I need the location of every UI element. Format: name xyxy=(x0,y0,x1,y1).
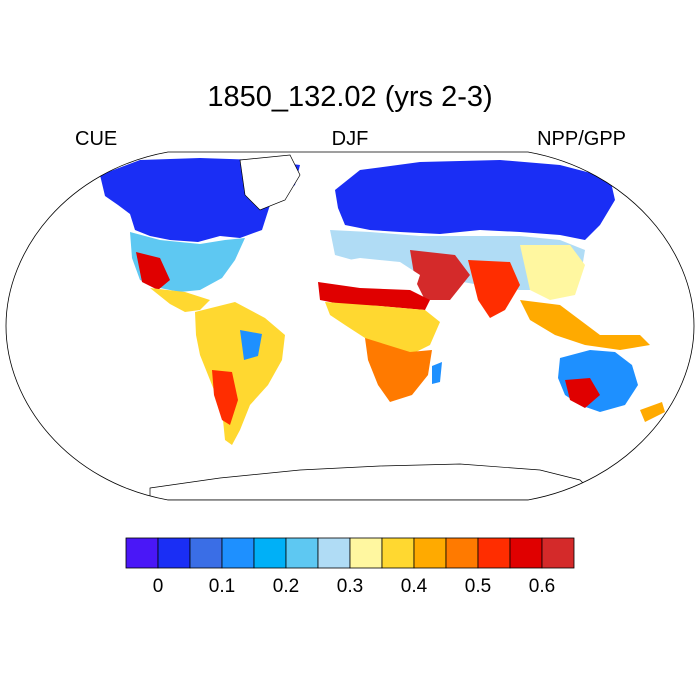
colorbar-box xyxy=(253,537,287,569)
south-asia-region xyxy=(468,260,520,318)
australia-dry-region xyxy=(565,378,600,408)
central-africa-region xyxy=(325,302,440,355)
southern-africa-region xyxy=(365,338,432,402)
sahel-region xyxy=(318,282,430,310)
colorbar-box xyxy=(317,537,351,569)
colorbar-tick-label: 0.2 xyxy=(273,576,299,597)
middle-east-region xyxy=(410,250,470,300)
north-africa-region xyxy=(320,258,420,290)
colorbar-box xyxy=(445,537,479,569)
colorbar-tick-label: 0.1 xyxy=(209,576,235,597)
colorbar-tick-label: 0 xyxy=(153,576,164,597)
antarctica-outline xyxy=(149,463,601,500)
greenland-outline xyxy=(239,154,301,211)
colorbar-box xyxy=(413,537,447,569)
colorbar-tick-label: 0.4 xyxy=(401,576,428,597)
colorbar-box xyxy=(157,537,191,569)
east-asia-region xyxy=(520,245,585,300)
colorbar: 0 0.1 0.2 0.3 0.4 0.5 0.6 xyxy=(125,537,575,597)
colorbar-tick-label: 0.3 xyxy=(337,576,363,597)
land-regions xyxy=(100,154,665,500)
colorbar-box xyxy=(381,537,415,569)
colorbar-box xyxy=(285,537,319,569)
globe-outline xyxy=(5,151,695,501)
south-america-region xyxy=(195,302,285,445)
south-america-humid-region xyxy=(240,330,262,360)
eurasia-boreal-region xyxy=(335,160,615,240)
madagascar-region xyxy=(432,362,442,384)
colorbar-box xyxy=(189,537,223,569)
colorbar-box xyxy=(477,537,511,569)
colorbar-tick-label: 0.6 xyxy=(529,576,555,597)
variable-label: CUE xyxy=(75,128,118,150)
new-zealand-region xyxy=(640,402,665,422)
season-label: DJF xyxy=(331,128,369,150)
north-america-dry-region xyxy=(136,252,170,290)
colorbar-box xyxy=(221,537,255,569)
colorbar-box xyxy=(349,537,383,569)
central-america-region xyxy=(150,288,210,312)
south-america-dry-region xyxy=(212,370,238,425)
southeast-asia-region xyxy=(520,300,650,350)
map-title: 1850_132.02 (yrs 2-3) xyxy=(207,81,493,113)
units-label: NPP/GPP xyxy=(537,128,626,150)
colorbar-box xyxy=(541,537,575,569)
colorbar-box xyxy=(509,537,543,569)
colorbar-box xyxy=(125,537,159,569)
colorbar-tick-label: 0.5 xyxy=(465,576,491,597)
